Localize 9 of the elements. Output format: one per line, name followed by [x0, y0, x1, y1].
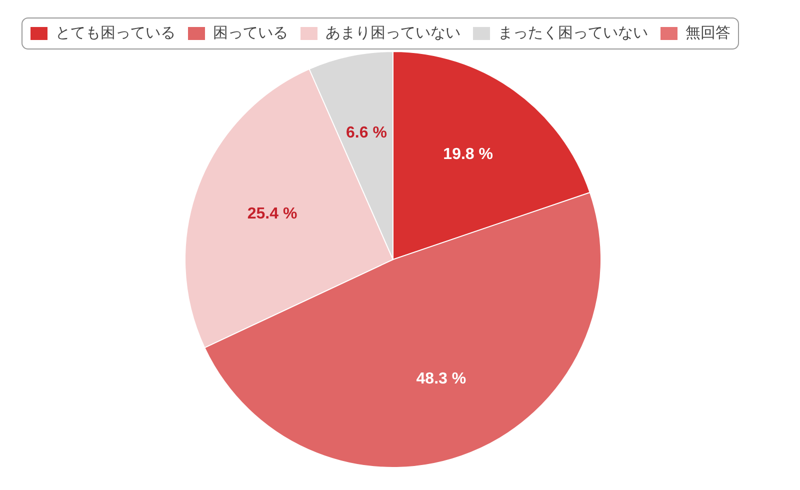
legend-label: まったく困っていない — [498, 23, 648, 42]
data-label: 48.3 % — [416, 370, 466, 388]
data-label: 25.4 % — [247, 206, 298, 223]
data-label: 19.8 % — [443, 146, 493, 164]
legend-label: 困っている — [213, 23, 288, 42]
legend-label: とても困っている — [56, 23, 176, 42]
legend-label: あまり困っていない — [326, 23, 460, 42]
data-label: 6.6 % — [346, 124, 387, 142]
legend-label: 無回答 — [686, 23, 730, 42]
